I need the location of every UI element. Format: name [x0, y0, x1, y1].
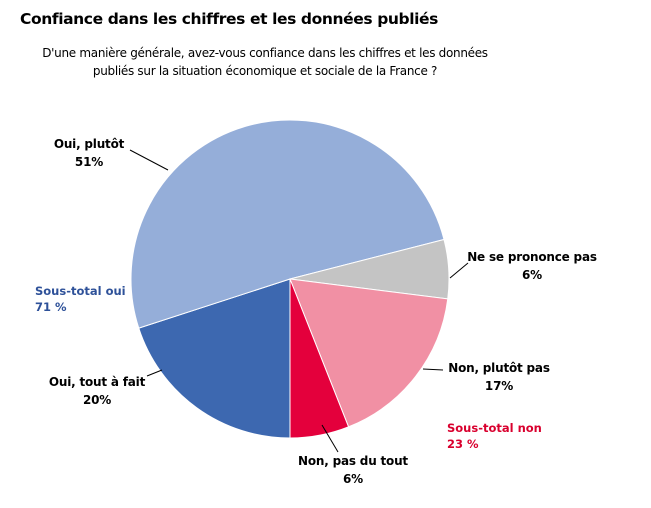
slice-label: Ne se prononce pas [467, 250, 597, 264]
slice-value: 6% [522, 268, 542, 282]
slice-label: Non, plutôt pas [448, 361, 550, 375]
leader-line [146, 369, 163, 377]
slice-label: Non, pas du tout [298, 454, 408, 468]
slice-label: Oui, plutôt [53, 137, 125, 151]
slice-label: Oui, tout à fait [48, 375, 146, 389]
pie-slice-oui-tout-fait [138, 278, 291, 439]
leader-line [422, 368, 444, 371]
pie-slice-non-pas-du-tout [289, 278, 350, 439]
label-nsp: Ne se prononce pas 6% [467, 248, 597, 284]
chart-subtitle: D'une manière générale, avez-vous confia… [0, 44, 530, 80]
leader-line [321, 424, 339, 453]
subtitle-line: D'une manière générale, avez-vous confia… [42, 46, 488, 60]
slice-value: 51% [74, 155, 104, 169]
label-oui-plutot: Oui, plutôt 51% [53, 135, 125, 171]
subtotal-value: 71 % [35, 300, 67, 314]
label-non-pas-du-tout: Non, pas du tout 6% [298, 452, 408, 488]
subtitle-line: publiés sur la situation économique et s… [92, 64, 438, 78]
pie-slice-oui-plut-t [130, 119, 445, 329]
subtotal-label: Sous-total non [447, 421, 542, 435]
label-oui-tout-a-fait: Oui, tout à fait 20% [49, 373, 145, 409]
slice-value: 20% [82, 393, 112, 407]
subtotal-oui: Sous-total oui 71 % [35, 283, 126, 315]
leader-line [129, 149, 169, 171]
label-non-plutot-pas: Non, plutôt pas 17% [448, 359, 550, 395]
leader-line [449, 262, 469, 279]
subtotal-value: 23 % [447, 437, 479, 451]
slice-value: 6% [343, 472, 363, 486]
slice-value: 17% [484, 379, 514, 393]
subtotal-label: Sous-total oui [35, 284, 126, 298]
subtotal-non: Sous-total non 23 % [447, 420, 542, 452]
pie-slice-non-plut-t-pas [289, 278, 449, 428]
chart-title: Confiance dans les chiffres et les donné… [20, 10, 438, 28]
